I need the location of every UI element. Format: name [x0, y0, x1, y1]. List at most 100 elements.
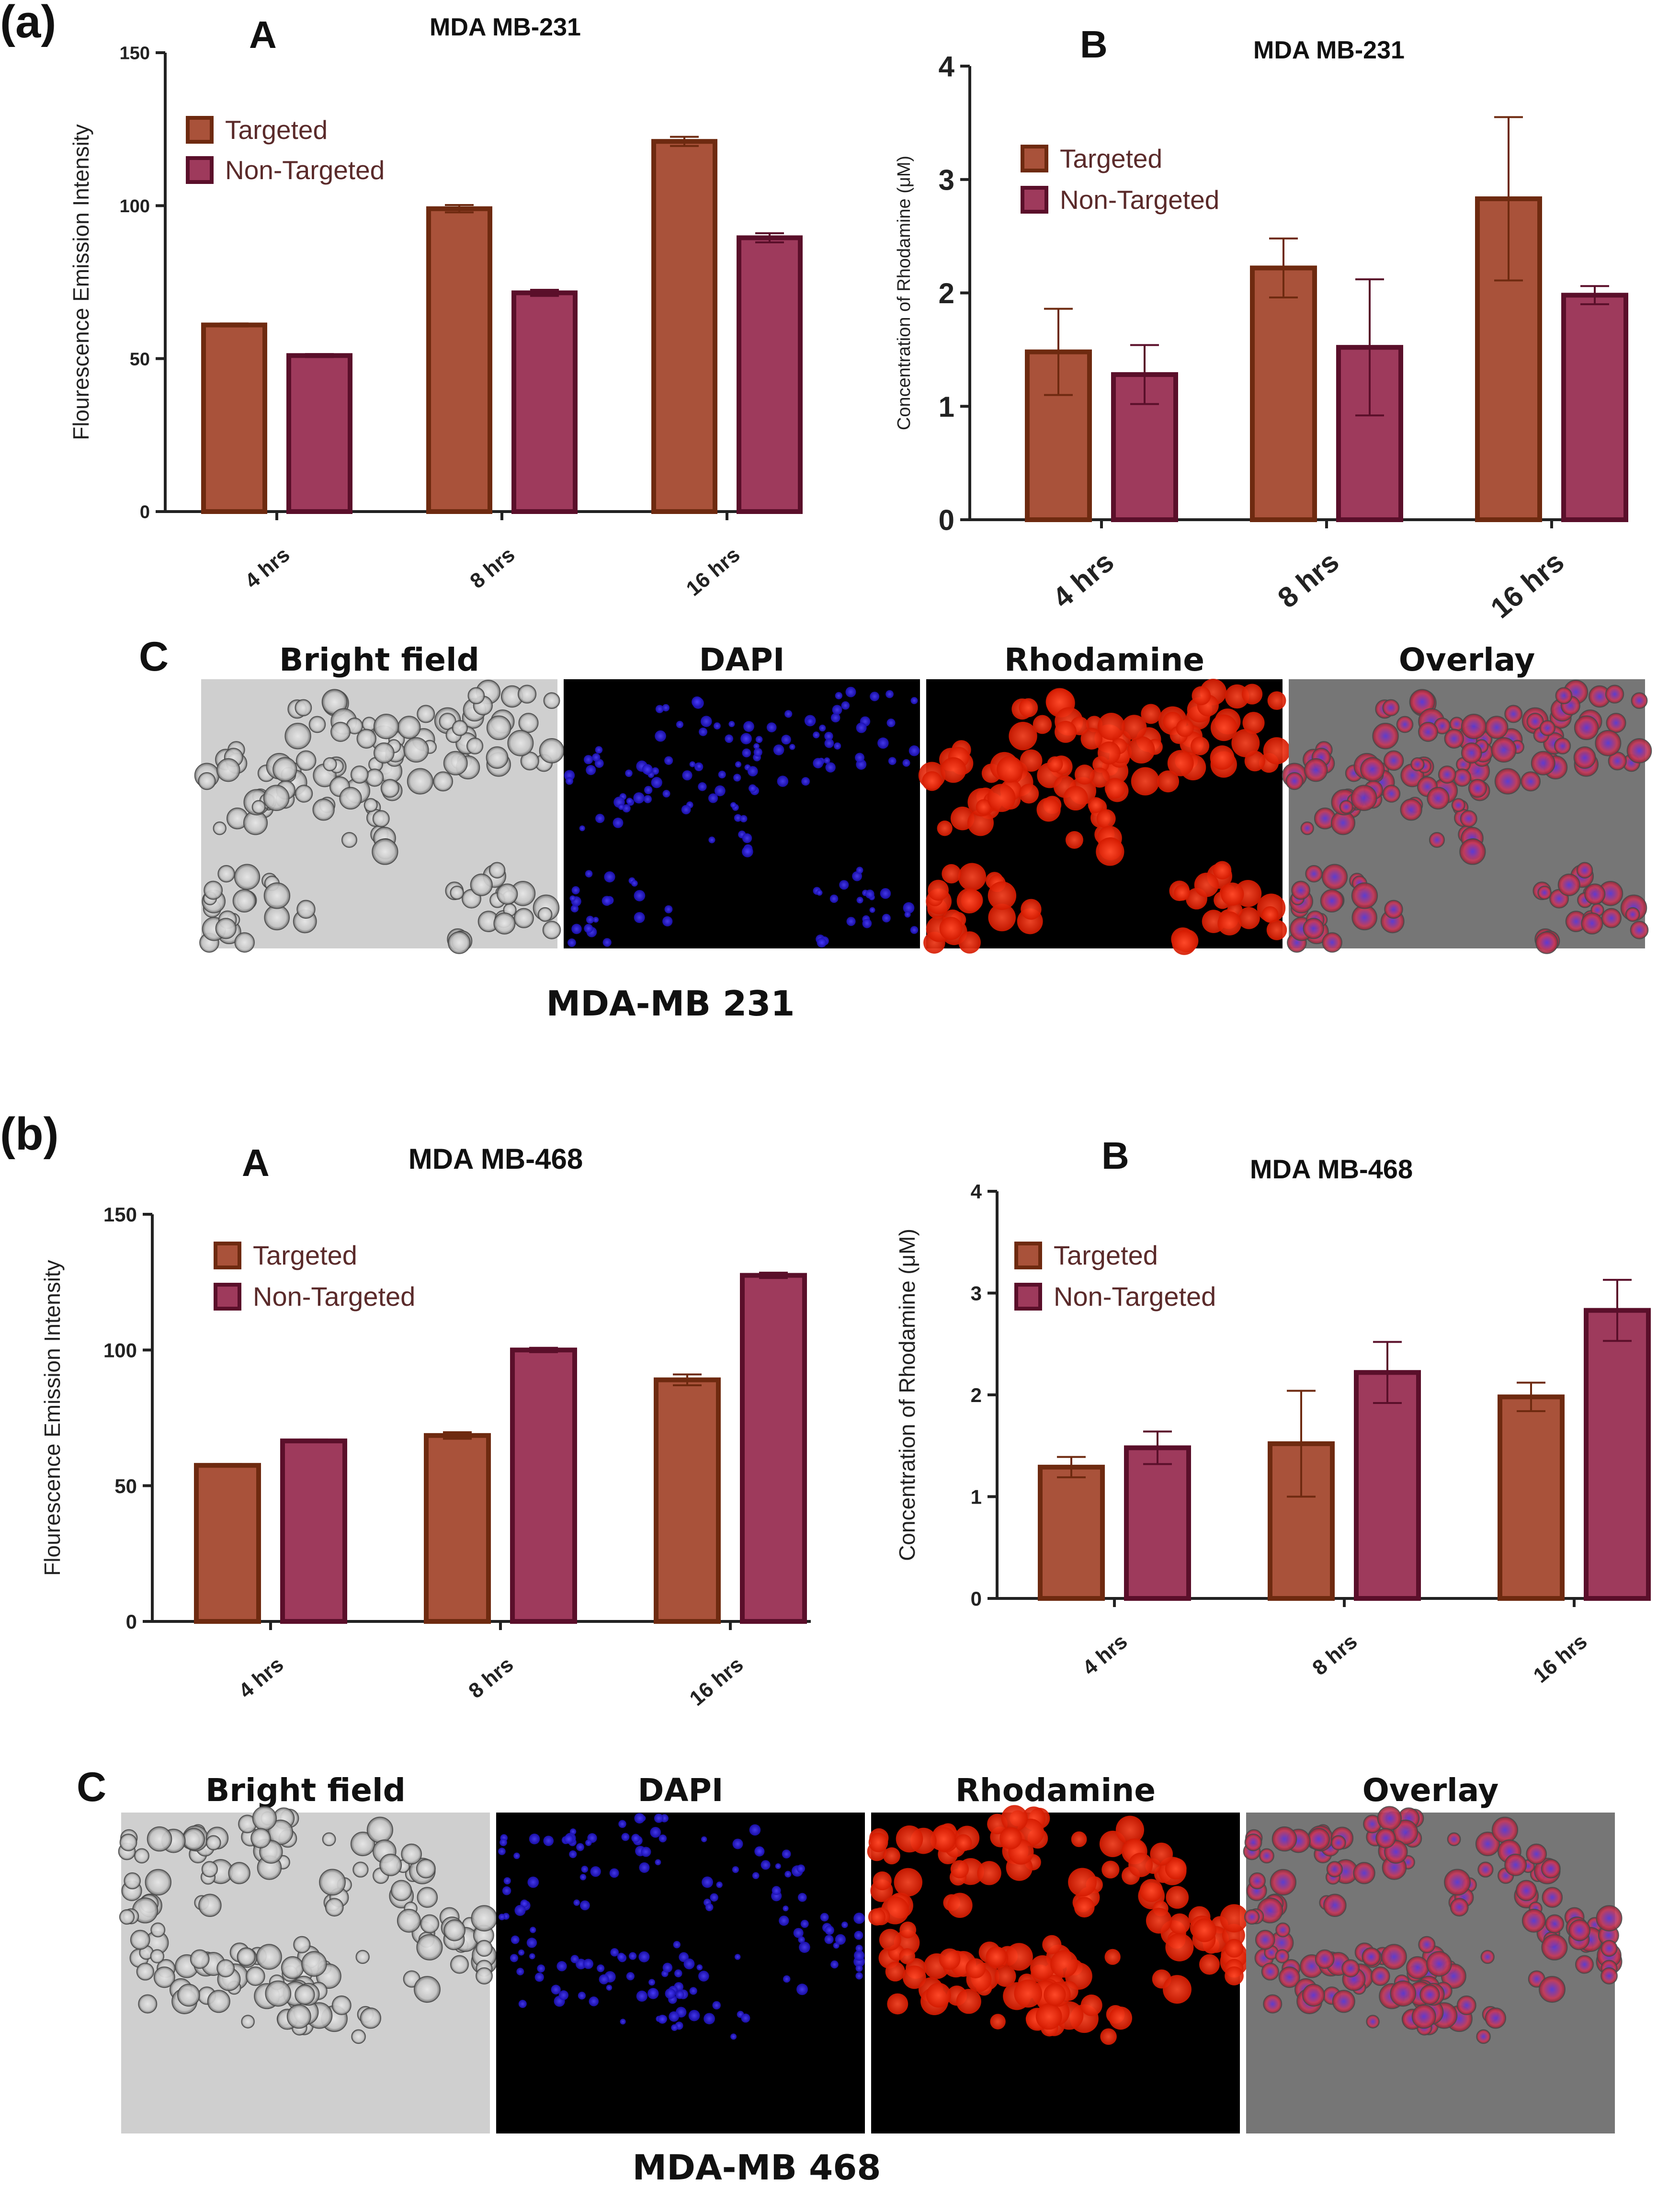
cell-rhod [939, 1948, 961, 1970]
cell-rhod [1163, 1975, 1192, 2004]
cell-dapi [583, 1959, 594, 1969]
cell-dapi [556, 1961, 567, 1972]
cell-ov [1444, 1869, 1471, 1896]
cell-dapi [620, 2019, 626, 2025]
cell-bf [325, 1898, 344, 1917]
cell-rhod [928, 879, 949, 901]
cell-dapi [671, 2024, 678, 2031]
micrograph-title-dapi: DAPI [638, 1772, 724, 1809]
cell-ov [1351, 882, 1378, 909]
micrograph-ov [1282, 679, 1652, 954]
cell-rhod [1169, 1913, 1191, 1935]
cell-dapi [584, 924, 593, 933]
cell-rhod [1192, 686, 1211, 706]
cell-ov [1322, 932, 1342, 953]
cell-dapi [704, 2013, 715, 2025]
cell-dapi [813, 758, 824, 769]
cell-bf [365, 768, 384, 787]
cell-dapi [865, 890, 874, 899]
cell-bf [296, 900, 316, 919]
cell-dapi [698, 782, 707, 791]
chart-panel-letter: A [242, 1141, 270, 1184]
cell-rhod [958, 863, 987, 891]
cell-ov [1330, 1835, 1346, 1850]
cell-ov [1494, 768, 1521, 795]
cell-bf [497, 883, 518, 905]
legend-label-1: Non-Targeted [225, 155, 385, 185]
cell-dapi [638, 1951, 650, 1962]
cell-rhod [1074, 764, 1095, 785]
cell-dapi [655, 730, 666, 742]
y-tick-label: 50 [130, 349, 150, 369]
cell-bf [134, 1848, 149, 1864]
legend-label-1: Non-Targeted [1054, 1281, 1216, 1312]
cell-ov [1418, 721, 1439, 742]
cell-rhod [997, 756, 1023, 783]
cell-ov [1568, 1919, 1590, 1941]
cell-dapi [664, 756, 673, 765]
chart-b-A: A MDA MB-468 0 50 100 150 Flourescence Emissio… [40, 1141, 811, 1711]
cell-dapi [732, 1866, 739, 1873]
cell-ov [1539, 720, 1555, 736]
cell-dapi [740, 815, 748, 822]
cell-dapi [855, 1972, 863, 1980]
cell-bf [286, 2004, 311, 2029]
cell-ov [1406, 1956, 1429, 1979]
cell-ov [1382, 699, 1400, 717]
cell-dapi [702, 1876, 714, 1888]
cell-rhod [1172, 930, 1197, 955]
cell-ov [1504, 1853, 1527, 1876]
cell-ov [1396, 716, 1414, 733]
cell-dapi [779, 1916, 789, 1926]
cell-dapi [712, 2001, 721, 2010]
cell-rhod [885, 1962, 905, 1982]
cell-rhod [950, 1860, 969, 1879]
cell-ov [1384, 900, 1403, 919]
cell-bf [486, 746, 509, 769]
y-tick-label: 0 [126, 1610, 137, 1633]
cell-dapi [644, 795, 652, 803]
micrograph-title-dapi: DAPI [699, 641, 785, 678]
y-axis-label: Concentration of Rhodamine (μM) [895, 1229, 919, 1561]
bar-targeted-4-hrs [1038, 1464, 1105, 1601]
bar-non-targeted-16-hrs [1561, 293, 1628, 522]
y-tick-label: 3 [939, 164, 954, 196]
cell-bf [366, 1816, 394, 1843]
cell-rhod [868, 1832, 888, 1852]
cell-ov [1285, 772, 1304, 790]
cell-rhod [1080, 728, 1102, 750]
chart-b-B: B MDA MB-468 0 1 2 3 4 Concentration of Rhodami… [895, 1134, 1651, 1688]
cell-rhod [1115, 1815, 1145, 1844]
cell-bf [360, 2007, 382, 2029]
bar-non-targeted-16-hrs [737, 235, 803, 514]
cell-bf [537, 907, 553, 922]
cell-rhod [1001, 1805, 1028, 1832]
cell-rhod [1005, 1943, 1033, 1971]
cell-dapi [835, 692, 843, 699]
cell-ov [1451, 798, 1465, 812]
cell-rhod [1096, 809, 1116, 829]
micrograph-rhod [867, 1805, 1249, 2133]
cell-bf [372, 810, 390, 828]
cell-dapi [583, 755, 593, 764]
cell-ov [1275, 1922, 1291, 1938]
cell-bf [250, 1828, 271, 1848]
cell-rhod [941, 757, 966, 783]
cell-rhod [1055, 720, 1077, 743]
cell-dapi [511, 1935, 520, 1944]
y-axis-label: Flourescence Emission Intensity [68, 124, 93, 440]
legend-swatch-0 [1021, 145, 1048, 172]
cell-dapi [529, 1953, 535, 1960]
cell-bf [513, 908, 534, 928]
cell-rhod [899, 1921, 917, 1939]
cell-dapi [841, 701, 850, 710]
cell-bf [263, 882, 291, 909]
cell-dapi [829, 894, 839, 903]
bar-targeted-16-hrs [651, 139, 717, 514]
cell-rhod [1241, 684, 1263, 705]
bar-non-targeted-4-hrs [280, 1438, 347, 1624]
cell-rhod [1019, 698, 1038, 718]
cell-bf [295, 699, 312, 717]
chart-title: MDA MB-468 [1250, 1154, 1413, 1184]
cell-rhod [896, 1825, 923, 1853]
